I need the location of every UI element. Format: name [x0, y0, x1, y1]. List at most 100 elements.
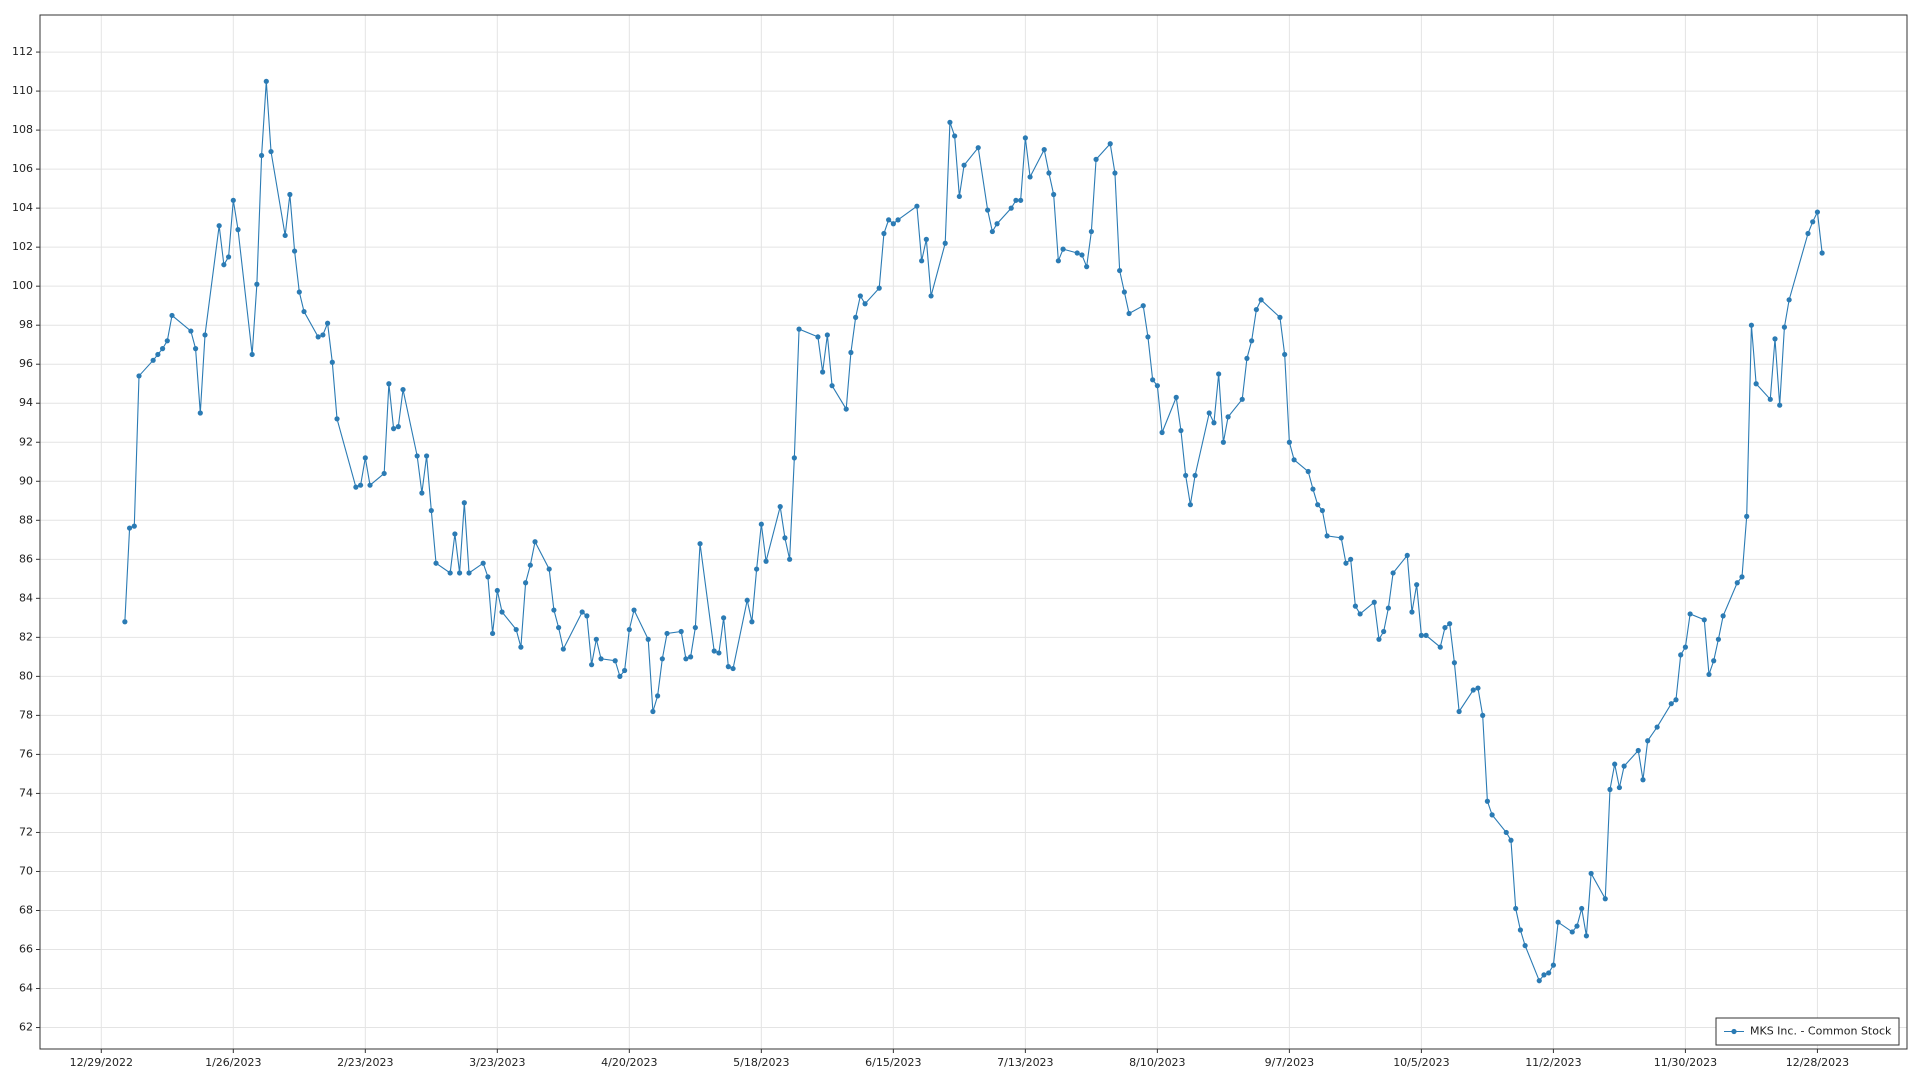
y-tick-label: 88 [19, 513, 33, 526]
data-point [1220, 439, 1226, 445]
data-point [1060, 246, 1066, 252]
data-point [1673, 697, 1679, 703]
data-point [1536, 978, 1542, 984]
legend: MKS Inc. - Common Stock [1715, 1017, 1900, 1046]
data-point [433, 560, 439, 566]
data-point [1051, 191, 1057, 198]
data-point [263, 78, 269, 84]
data-point [787, 556, 793, 562]
data-point [815, 334, 821, 340]
data-point [1470, 687, 1476, 693]
data-point [1159, 429, 1165, 436]
data-point [1074, 250, 1080, 256]
data-point [1371, 599, 1377, 605]
data-point [395, 424, 401, 430]
data-point [315, 334, 321, 340]
data-point [1041, 147, 1047, 153]
data-point [1781, 324, 1788, 330]
data-point [155, 351, 161, 358]
data-point [1121, 289, 1127, 295]
data-point [947, 119, 953, 125]
data-point [1437, 644, 1443, 650]
data-point [291, 248, 298, 254]
x-tick-label: 1/26/2023 [205, 1056, 261, 1069]
data-point [829, 383, 835, 389]
data-point [645, 636, 651, 642]
data-point [1183, 472, 1189, 479]
data-point [466, 570, 472, 576]
data-point [659, 656, 665, 662]
data-point [324, 320, 331, 326]
data-point [692, 624, 698, 631]
data-point [1192, 472, 1198, 479]
data-point [961, 162, 967, 168]
x-tick-label: 7/13/2023 [997, 1056, 1053, 1069]
data-point [975, 145, 981, 151]
y-tick-label: 74 [19, 786, 33, 799]
data-point [1734, 580, 1740, 586]
data-point [490, 630, 496, 637]
data-point [329, 359, 335, 365]
data-point [532, 539, 538, 545]
data-point [890, 221, 896, 227]
data-point [617, 673, 623, 679]
data-point [1739, 574, 1745, 580]
data-point [1225, 414, 1231, 420]
data-point [1286, 439, 1292, 445]
data-point [249, 351, 255, 358]
data-point [796, 326, 802, 332]
data-point [1013, 197, 1019, 203]
data-point [1550, 962, 1557, 968]
data-point [1602, 896, 1608, 902]
data-point [1819, 250, 1825, 256]
y-tick-label: 68 [19, 903, 33, 916]
data-point [895, 217, 901, 223]
data-point [1522, 943, 1528, 949]
data-point [1678, 652, 1684, 658]
data-point [367, 482, 373, 488]
data-point [1187, 502, 1193, 508]
data-point [1277, 314, 1283, 320]
data-point [1418, 632, 1424, 639]
data-point [1352, 603, 1358, 609]
data-point [1484, 798, 1490, 804]
data-point [1381, 628, 1387, 635]
x-tick-label: 6/15/2023 [865, 1056, 921, 1069]
data-point [1150, 377, 1156, 383]
data-point [126, 525, 133, 531]
data-point [1348, 556, 1354, 562]
data-point [122, 619, 128, 625]
data-point [1767, 396, 1773, 402]
data-point [711, 648, 717, 654]
y-tick-label: 84 [19, 591, 33, 604]
data-point [1343, 560, 1349, 566]
data-point [499, 609, 505, 615]
data-point [1574, 923, 1580, 929]
y-tick-label: 86 [19, 552, 33, 565]
data-point [1748, 322, 1755, 328]
y-tick-label: 70 [19, 864, 33, 877]
data-point [225, 254, 232, 260]
data-point [164, 338, 170, 344]
data-point [381, 470, 387, 477]
data-point [1777, 402, 1783, 408]
data-point [518, 644, 524, 650]
data-point [357, 482, 364, 488]
data-point [749, 619, 755, 625]
data-point [268, 148, 274, 155]
y-tick-label: 64 [19, 982, 33, 995]
y-tick-label: 72 [19, 825, 33, 838]
data-point [1022, 135, 1028, 141]
data-point [386, 381, 392, 387]
data-point [1088, 228, 1094, 235]
data-point [1555, 919, 1561, 925]
data-point [159, 346, 166, 352]
data-point [1489, 812, 1495, 818]
data-point [1239, 396, 1245, 402]
data-point [744, 597, 750, 603]
data-point [1810, 219, 1816, 225]
data-point [782, 535, 788, 541]
data-point [1093, 156, 1099, 162]
data-point [447, 570, 453, 576]
